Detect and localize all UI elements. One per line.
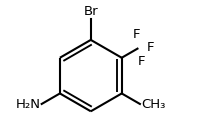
- Text: F: F: [133, 28, 141, 41]
- Text: F: F: [147, 41, 154, 54]
- Text: CH₃: CH₃: [141, 98, 166, 111]
- Text: Br: Br: [83, 4, 98, 18]
- Text: F: F: [138, 55, 146, 68]
- Text: H₂N: H₂N: [15, 98, 40, 111]
